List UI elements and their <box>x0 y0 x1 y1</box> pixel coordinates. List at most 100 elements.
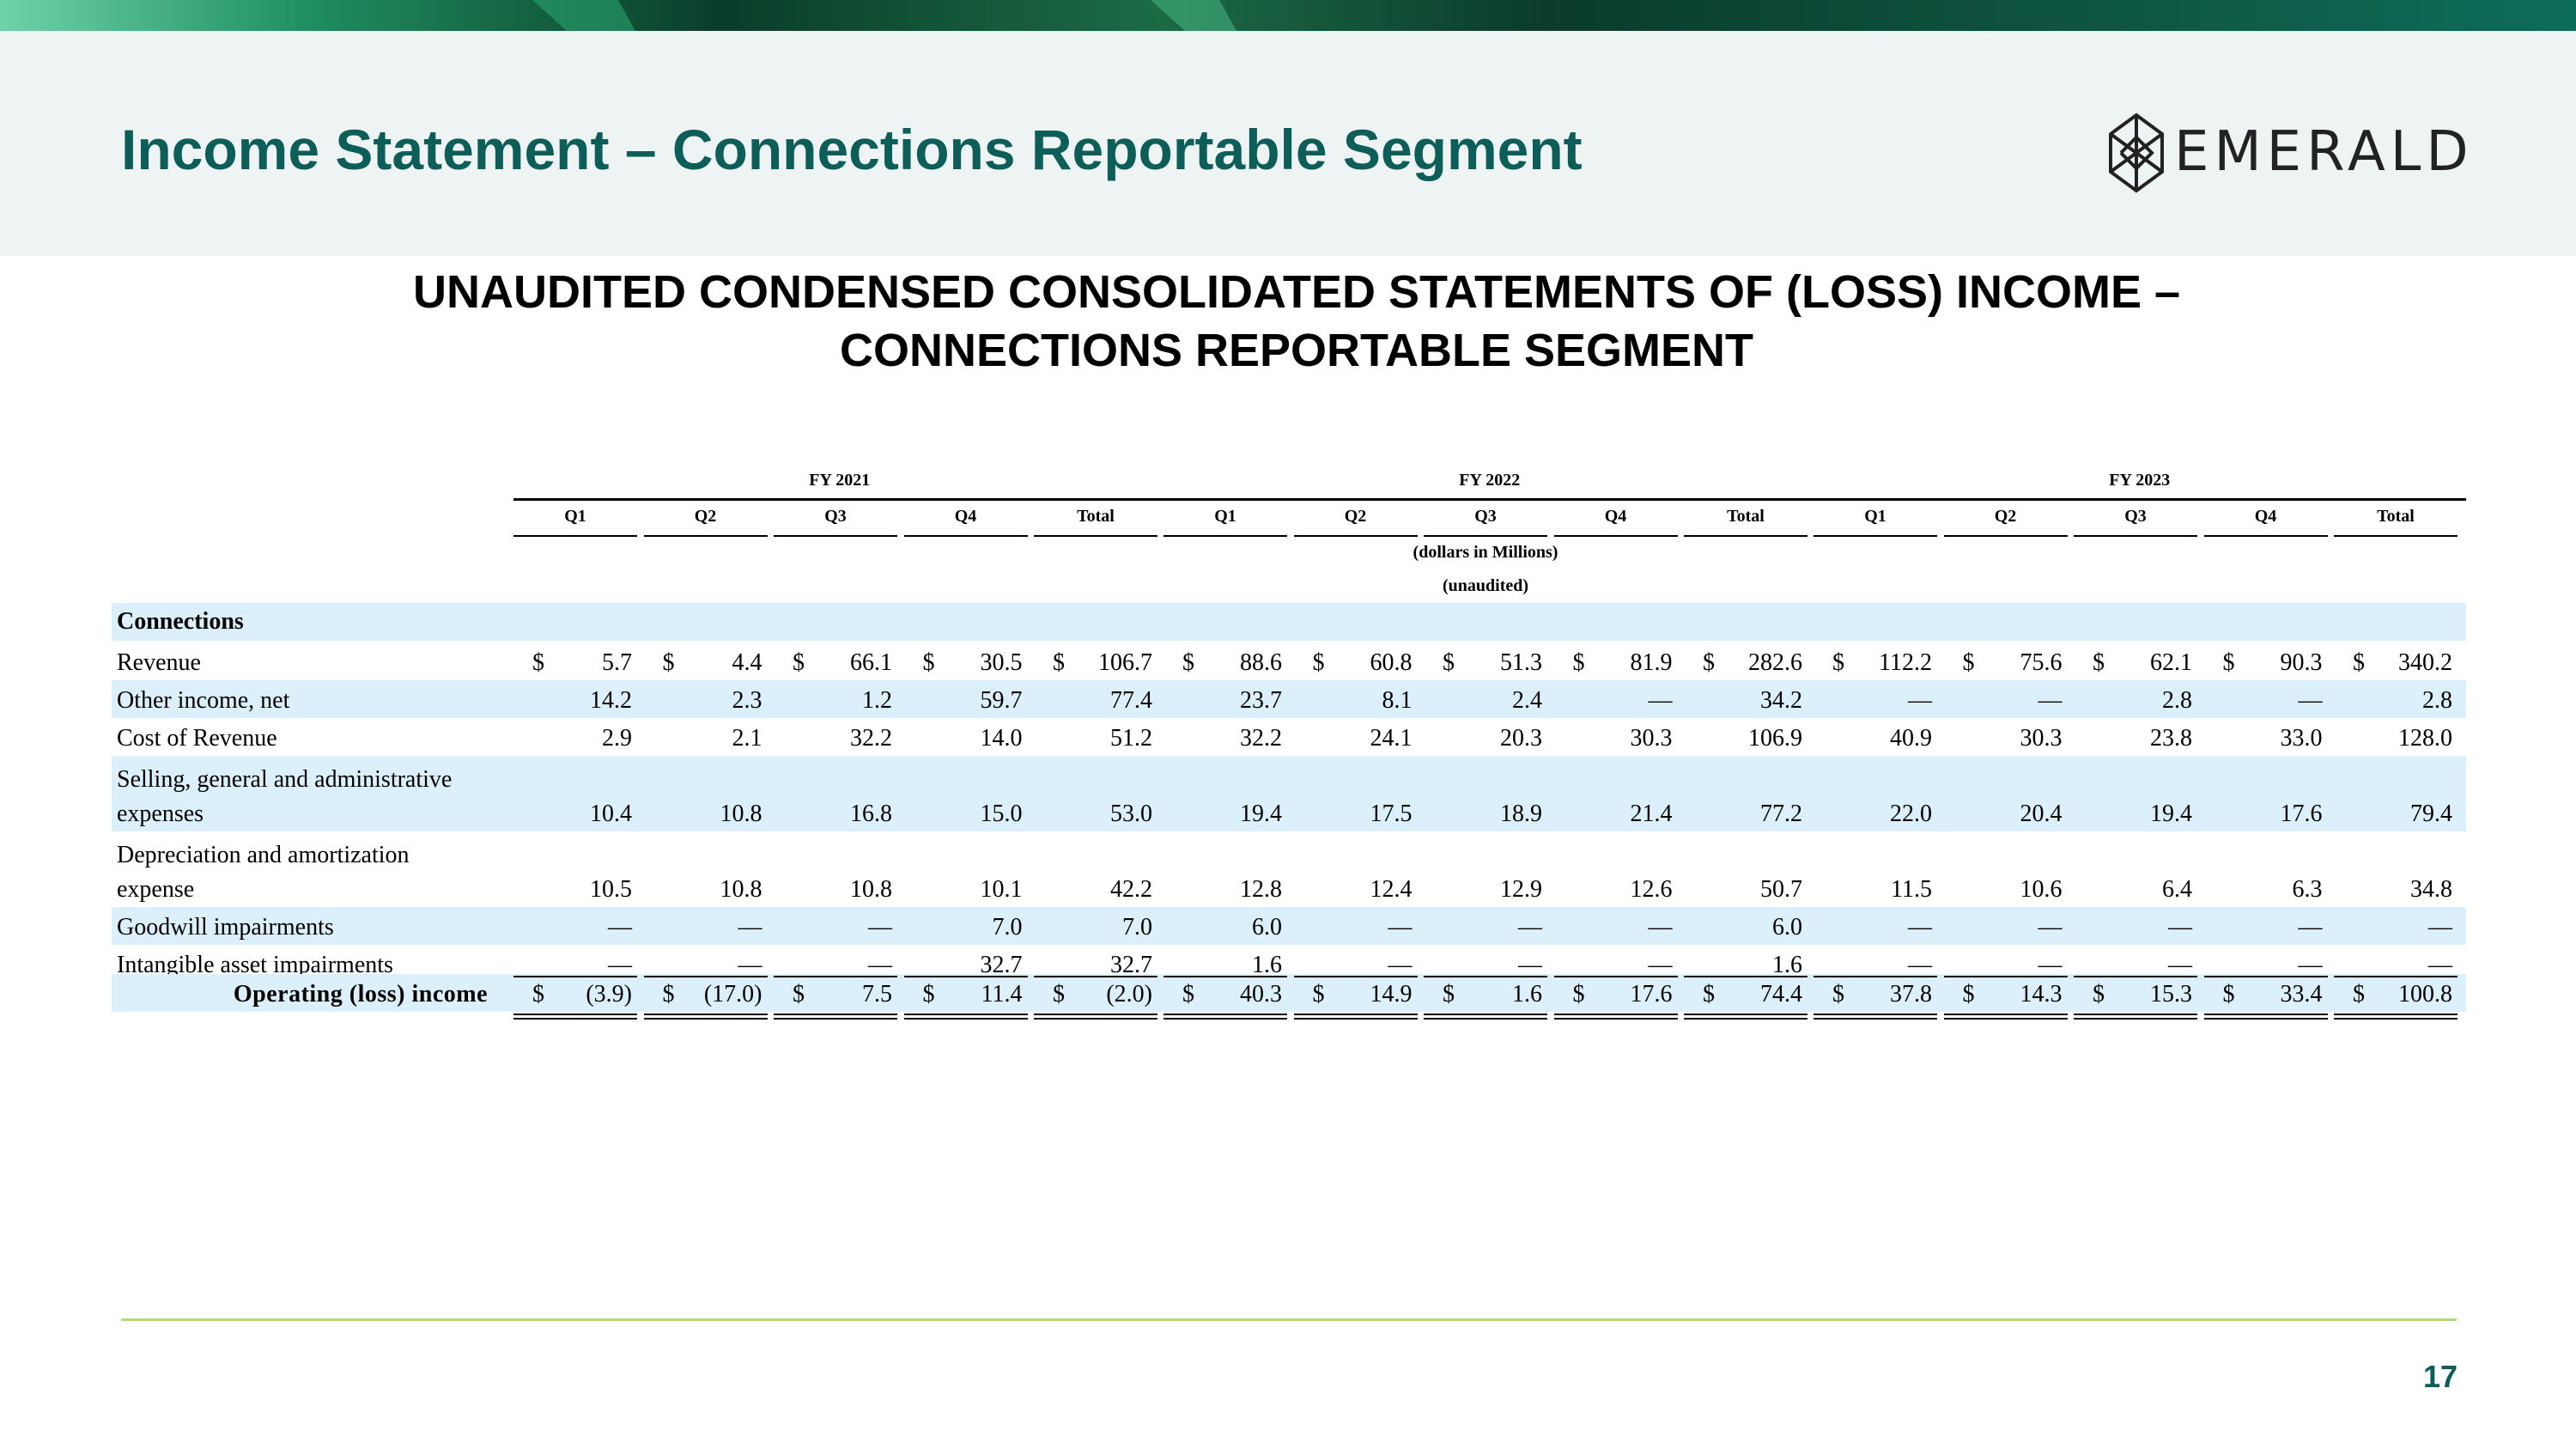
total-bottom-rule <box>2334 1014 2458 1015</box>
value-cell: — <box>1908 952 1932 978</box>
currency-symbol: $ <box>1703 981 1715 1008</box>
column-header: Q4 <box>954 507 977 526</box>
value-cell: — <box>2428 914 2452 941</box>
value-cell: 1.6 <box>1252 952 1282 978</box>
currency-symbol: $ <box>1443 649 1455 676</box>
total-bottom-rule <box>1034 1018 1157 1020</box>
value-cell: 6.4 <box>2162 876 2192 903</box>
total-top-rule <box>1034 976 1157 977</box>
total-bottom-rule <box>903 1014 1028 1015</box>
value-cell: 51.2 <box>1110 725 1152 752</box>
value-cell: 10.5 <box>590 876 632 903</box>
currency-symbol: $ <box>793 649 805 676</box>
column-header-rule <box>1424 535 1547 537</box>
value-cell: 7.0 <box>992 914 1023 941</box>
value-cell: — <box>868 914 892 941</box>
currency-symbol: $ <box>1832 649 1844 676</box>
currency-symbol: $ <box>662 649 675 676</box>
total-top-rule <box>1684 976 1807 977</box>
total-bottom-rule <box>513 1014 637 1015</box>
total-bottom-rule <box>2074 1014 2197 1015</box>
column-header-rule <box>2334 535 2458 537</box>
value-cell: 7.5 <box>862 981 892 1008</box>
value-cell: — <box>738 952 762 978</box>
row-label: expenses <box>117 801 204 827</box>
value-cell: 2.9 <box>602 725 632 752</box>
value-cell: (17.0) <box>703 981 762 1008</box>
value-cell: 8.1 <box>1382 687 1413 714</box>
value-cell: 15.0 <box>980 801 1023 827</box>
total-top-rule <box>1814 976 1937 977</box>
total-bottom-rule <box>2203 1014 2328 1015</box>
value-cell: — <box>738 914 762 941</box>
value-cell: 40.9 <box>1890 725 1932 752</box>
value-cell: — <box>2038 687 2063 714</box>
column-header-rule <box>1684 535 1807 537</box>
value-cell: 53.0 <box>1110 801 1152 827</box>
value-cell: 88.6 <box>1240 649 1282 676</box>
total-bottom-rule <box>1943 1014 2068 1015</box>
total-bottom-rule <box>1553 1014 1678 1015</box>
value-cell: 40.3 <box>1240 981 1282 1008</box>
column-header: Q1 <box>1864 507 1886 526</box>
value-cell: 19.4 <box>1240 801 1282 827</box>
value-cell: 62.1 <box>2150 649 2192 676</box>
fiscal-year-rule <box>1814 498 2466 501</box>
value-cell: 10.1 <box>980 876 1023 903</box>
value-cell: — <box>2038 914 2063 941</box>
value-cell: 90.3 <box>2280 649 2323 676</box>
value-cell: — <box>2168 952 2192 978</box>
value-cell: 106.9 <box>1748 725 1802 752</box>
value-cell: 77.2 <box>1760 801 1802 827</box>
currency-symbol: $ <box>1703 649 1715 676</box>
total-bottom-rule <box>643 1018 768 1020</box>
column-header: Total <box>1077 507 1115 526</box>
value-cell: 2.4 <box>1512 687 1542 714</box>
value-cell: 34.8 <box>2410 876 2452 903</box>
statement-title-line-2: CONNECTIONS REPORTABLE SEGMENT <box>839 325 1754 376</box>
value-cell: 6.3 <box>2292 876 2323 903</box>
value-cell: 23.7 <box>1240 687 1282 714</box>
currency-symbol: $ <box>922 981 935 1008</box>
column-header-rule <box>1943 535 2068 537</box>
value-cell: 340.2 <box>2398 649 2452 676</box>
value-cell: — <box>1648 914 1673 941</box>
value-cell: 20.3 <box>1500 725 1542 752</box>
value-cell: 21.4 <box>1630 801 1673 827</box>
value-cell: 24.1 <box>1370 725 1413 752</box>
currency-symbol: $ <box>1572 649 1585 676</box>
row-highlight <box>112 680 2466 718</box>
total-bottom-rule <box>2203 1018 2328 1020</box>
column-header: Q4 <box>1604 507 1627 526</box>
currency-symbol: $ <box>532 649 544 676</box>
value-cell: 42.2 <box>1110 876 1152 903</box>
value-cell: 30.3 <box>1630 725 1673 752</box>
total-bottom-rule <box>1034 1014 1157 1015</box>
value-cell: 12.9 <box>1500 876 1542 903</box>
row-highlight <box>112 907 2466 945</box>
fiscal-year-rule <box>1163 498 1816 501</box>
total-top-rule <box>2074 976 2197 977</box>
value-cell: 4.4 <box>732 649 762 676</box>
total-bottom-rule <box>1163 1014 1287 1015</box>
row-label: Cost of Revenue <box>117 725 277 752</box>
value-cell: — <box>1908 914 1932 941</box>
row-label: Revenue <box>117 649 201 676</box>
total-top-rule <box>774 976 897 977</box>
column-header-rule <box>1163 535 1287 537</box>
column-header: Q3 <box>2124 507 2147 526</box>
total-bottom-rule <box>1293 1014 1418 1015</box>
column-header: Q2 <box>1994 507 2017 526</box>
total-bottom-rule <box>774 1014 897 1015</box>
value-cell: 34.2 <box>1760 687 1802 714</box>
currency-symbol: $ <box>793 981 805 1008</box>
row-label: Operating (loss) income <box>233 981 488 1008</box>
total-bottom-rule <box>1424 1014 1547 1015</box>
value-cell: — <box>1648 687 1673 714</box>
column-header-rule <box>2203 535 2328 537</box>
total-top-rule <box>1293 976 1418 977</box>
total-top-rule <box>513 976 637 977</box>
value-cell: 112.2 <box>1879 649 1932 676</box>
currency-symbol: $ <box>2222 981 2235 1008</box>
